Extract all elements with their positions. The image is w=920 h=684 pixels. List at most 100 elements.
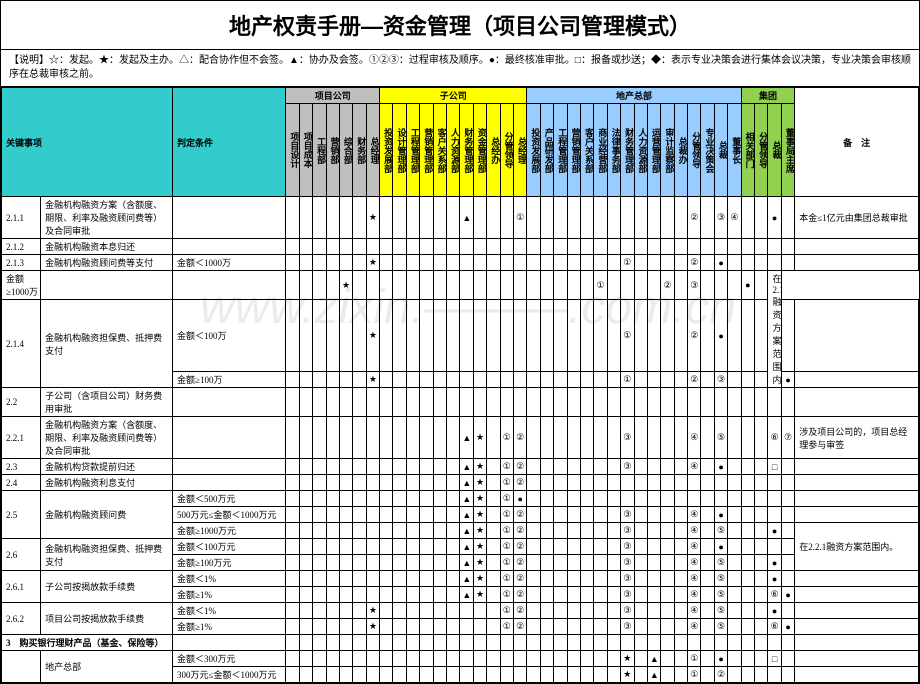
mark-cell bbox=[554, 667, 567, 683]
mark-cell bbox=[393, 417, 406, 459]
mark-cell: ① bbox=[500, 555, 513, 571]
mark-cell bbox=[728, 475, 741, 491]
mark-cell bbox=[674, 417, 687, 459]
mark-cell bbox=[674, 300, 687, 372]
mark-cell bbox=[674, 587, 687, 603]
mark-cell bbox=[433, 587, 446, 603]
mark-cell bbox=[500, 667, 513, 683]
mark-cell bbox=[353, 587, 366, 603]
mark-cell bbox=[594, 603, 607, 619]
mark-cell bbox=[339, 571, 352, 587]
mark-cell bbox=[406, 197, 419, 239]
mark-cell bbox=[393, 197, 406, 239]
mark-cell bbox=[487, 571, 500, 587]
mark-cell bbox=[728, 619, 741, 635]
mark-cell bbox=[728, 459, 741, 475]
mark-cell bbox=[647, 491, 660, 507]
mark-cell bbox=[755, 651, 768, 667]
row-cond: 金额≥1000万 bbox=[2, 271, 41, 300]
mark-cell bbox=[567, 255, 580, 271]
mark-cell bbox=[353, 475, 366, 491]
mark-cell bbox=[755, 388, 768, 417]
mark-cell bbox=[326, 197, 339, 239]
mark-cell: ① bbox=[500, 539, 513, 555]
mark-cell bbox=[433, 539, 446, 555]
mark-cell bbox=[460, 239, 473, 255]
mark-cell bbox=[513, 239, 526, 255]
mark-cell bbox=[366, 507, 379, 523]
mark-cell bbox=[580, 255, 593, 271]
mark-cell bbox=[406, 271, 419, 300]
mark-cell bbox=[580, 507, 593, 523]
mark-cell bbox=[393, 555, 406, 571]
mark-cell bbox=[567, 507, 580, 523]
mark-cell: ⑤ bbox=[714, 587, 727, 603]
mark-cell bbox=[781, 239, 794, 255]
col-header: 投资发展部 bbox=[527, 104, 540, 197]
mark-cell bbox=[674, 271, 687, 300]
mark-cell bbox=[313, 651, 326, 667]
mark-cell bbox=[500, 255, 513, 271]
mark-cell: ★ bbox=[473, 459, 486, 475]
mark-cell bbox=[674, 555, 687, 571]
mark-cell: ⑤ bbox=[714, 571, 727, 587]
mark-cell bbox=[500, 300, 513, 372]
mark-cell bbox=[594, 372, 607, 388]
row-item: 项目公司按揭放款手续费 bbox=[41, 603, 173, 635]
mark-cell bbox=[487, 239, 500, 255]
mark-cell bbox=[661, 255, 674, 271]
mark-cell bbox=[674, 459, 687, 475]
mark-cell bbox=[299, 619, 312, 635]
mark-cell: ★ bbox=[366, 619, 379, 635]
mark-cell bbox=[527, 372, 540, 388]
mark-cell bbox=[313, 388, 326, 417]
mark-cell: ① bbox=[688, 667, 701, 683]
row-remark bbox=[795, 507, 919, 523]
mark-cell bbox=[527, 475, 540, 491]
mark-cell bbox=[473, 667, 486, 683]
mark-cell: ● bbox=[768, 571, 781, 587]
mark-cell bbox=[420, 523, 433, 539]
mark-cell: ① bbox=[500, 475, 513, 491]
mark-cell bbox=[380, 587, 393, 603]
group-group: 集团 bbox=[741, 88, 795, 104]
mark-cell bbox=[527, 271, 540, 300]
mark-cell bbox=[755, 571, 768, 587]
mark-cell bbox=[768, 507, 781, 523]
mark-cell: ① bbox=[688, 651, 701, 667]
mark-cell: ★ bbox=[366, 372, 379, 388]
mark-cell bbox=[366, 523, 379, 539]
mark-cell bbox=[634, 523, 647, 539]
mark-cell: ★ bbox=[366, 300, 379, 372]
mark-cell: ▲ bbox=[460, 459, 473, 475]
mark-cell bbox=[326, 571, 339, 587]
mark-cell bbox=[380, 507, 393, 523]
mark-cell bbox=[339, 619, 352, 635]
mark-cell bbox=[366, 271, 379, 300]
mark-cell bbox=[701, 239, 714, 255]
mark-cell: ③ bbox=[621, 619, 634, 635]
mark-cell bbox=[714, 271, 727, 300]
mark-cell bbox=[768, 255, 781, 271]
mark-cell bbox=[647, 271, 660, 300]
mark-cell bbox=[594, 417, 607, 459]
mark-cell bbox=[554, 571, 567, 587]
mark-cell bbox=[286, 417, 299, 459]
mark-cell bbox=[540, 417, 553, 459]
mark-cell bbox=[594, 619, 607, 635]
mark-cell bbox=[540, 523, 553, 539]
mark-cell bbox=[527, 239, 540, 255]
mark-cell: ▲ bbox=[460, 523, 473, 539]
mark-cell bbox=[313, 555, 326, 571]
mark-cell bbox=[487, 417, 500, 459]
mark-cell bbox=[380, 619, 393, 635]
mark-cell bbox=[781, 255, 794, 271]
mark-cell bbox=[313, 300, 326, 372]
mark-cell: ⑤ bbox=[714, 603, 727, 619]
mark-cell bbox=[286, 459, 299, 475]
mark-cell bbox=[487, 603, 500, 619]
mark-cell bbox=[594, 255, 607, 271]
table-row: 2.1.3金融机构融资顾问费等支付金额＜1000万★①②● bbox=[2, 255, 919, 271]
mark-cell bbox=[567, 300, 580, 372]
mark-cell bbox=[433, 239, 446, 255]
